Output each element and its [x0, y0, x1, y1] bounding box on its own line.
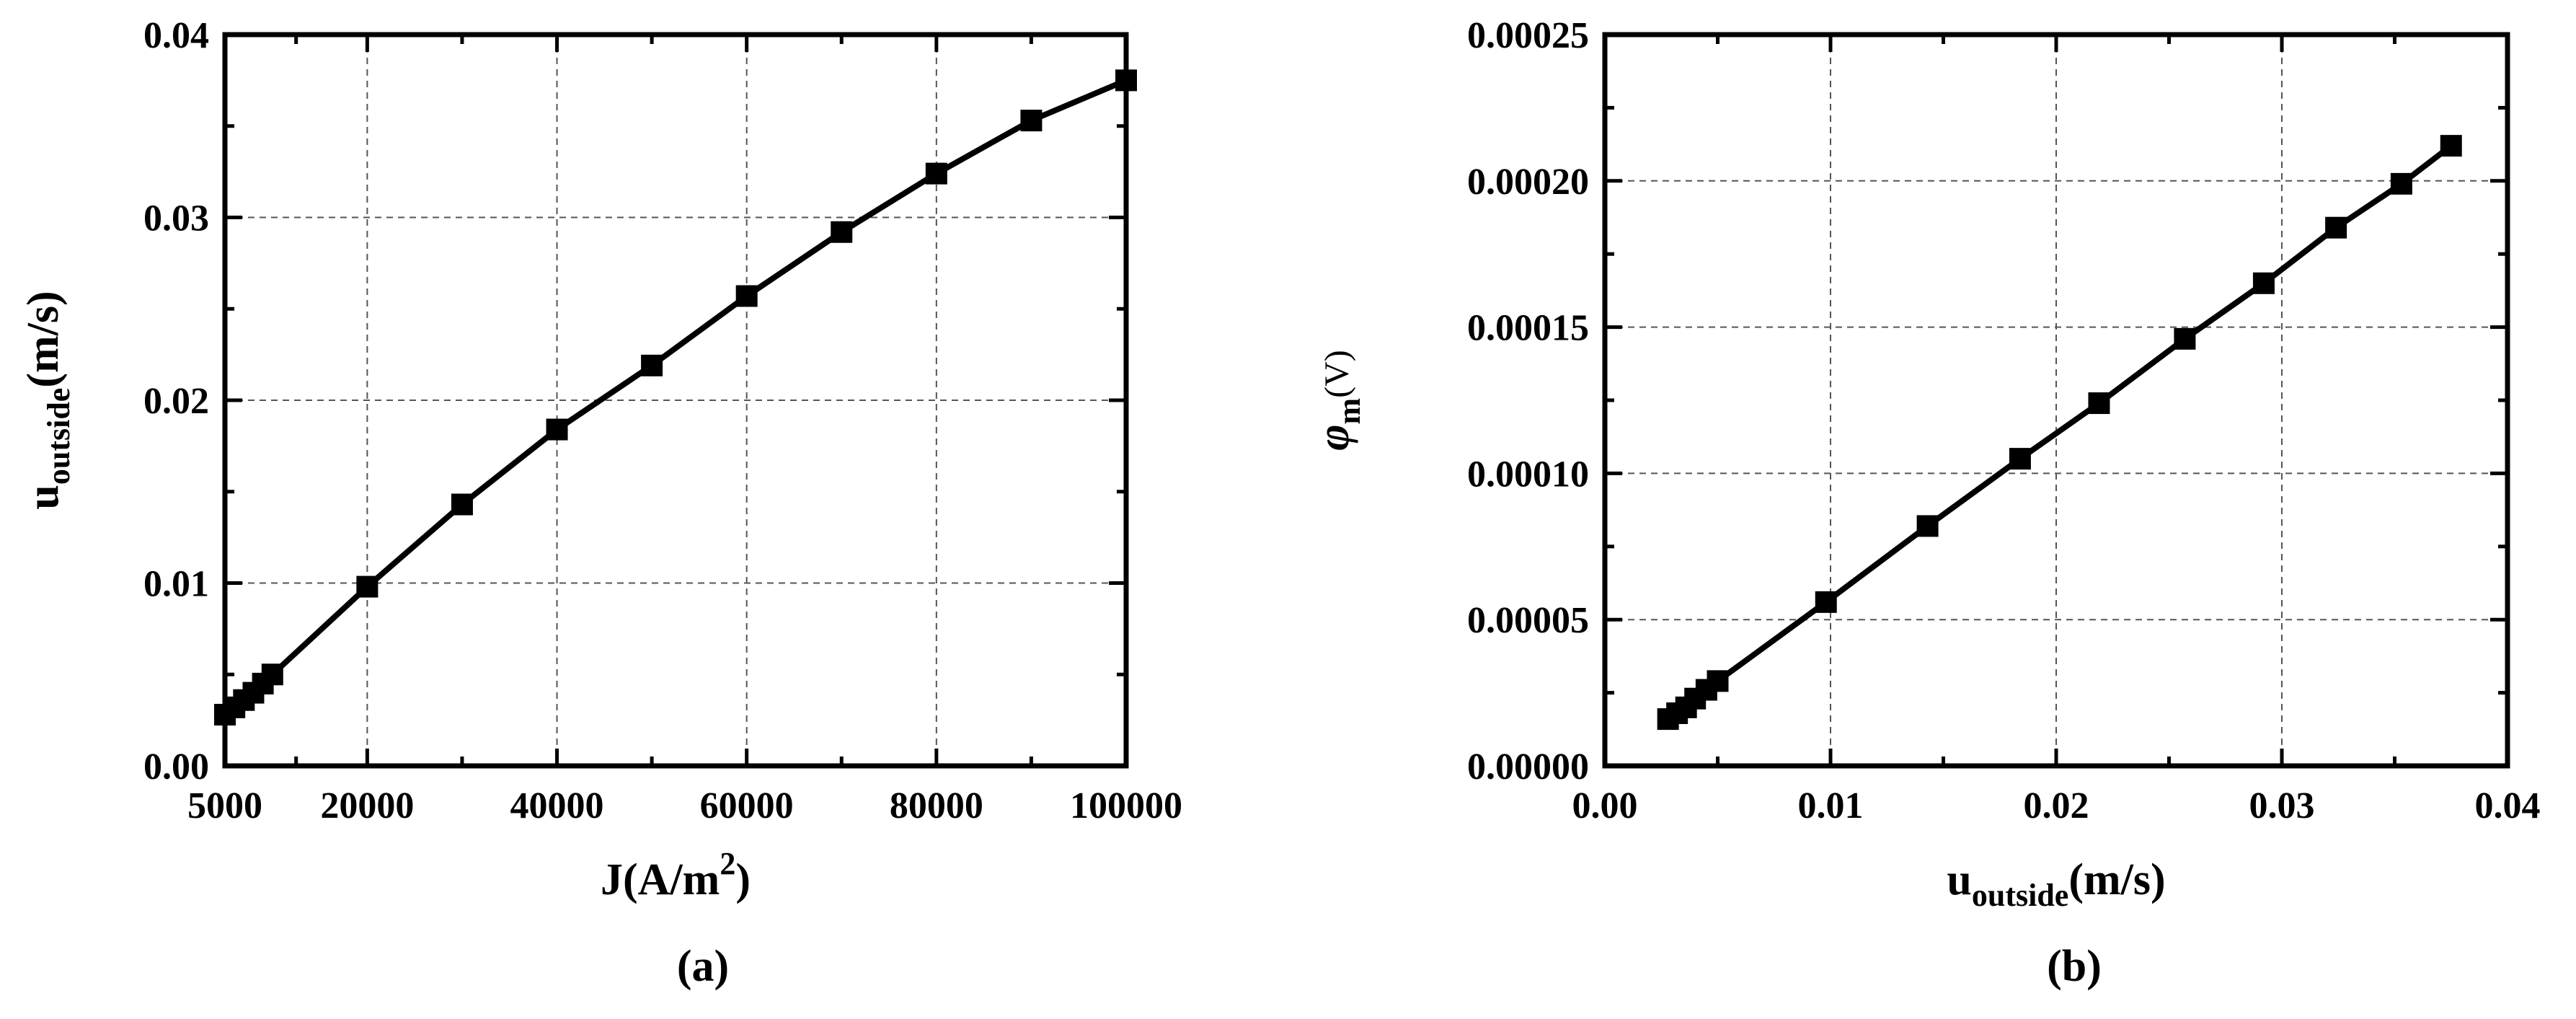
y-tick-label: 0.00020 [1467, 162, 1589, 203]
y-tick-label: 0.00005 [1467, 600, 1589, 641]
data-point [2390, 172, 2412, 195]
x-axis-label-sup: 2 [720, 846, 735, 881]
x-axis-label-main: J(A/m [601, 855, 720, 904]
x-tick-label: 0.01 [1798, 785, 1864, 826]
data-point [1815, 591, 1837, 613]
x-axis-label: J(A/m2) [601, 846, 751, 904]
data-point [451, 493, 473, 516]
y-tick-label: 0.04 [143, 15, 209, 56]
x-tick-label: 80000 [890, 785, 983, 826]
x-tick-label: 0.00 [1572, 785, 1638, 826]
y-axis-label-tail: (V) [1318, 350, 1356, 398]
y-axis-label: φm(V) [1309, 350, 1367, 451]
chart-panel-b: 0.00 0.01 0.02 0.03 0.04 0.00000 0.00005 0.0001… [1309, 15, 2541, 991]
y-axis-label: uoutside(m/s) [19, 291, 76, 509]
y-axis-label-sub: outside [41, 388, 76, 485]
data-point [356, 575, 379, 598]
data-point [831, 221, 853, 243]
y-tick-label: 0.00025 [1467, 15, 1589, 56]
data-point [2325, 216, 2347, 239]
y-tick-label: 0.03 [143, 198, 209, 239]
y-tick-label: 0.00010 [1467, 454, 1589, 495]
x-tick-label: 0.03 [2249, 785, 2315, 826]
series-line [222, 77, 1129, 718]
data-point [2088, 392, 2110, 415]
data-point [1707, 670, 1729, 692]
x-tick-label: 60000 [700, 785, 794, 826]
x-axis-label-tail: ) [735, 855, 751, 904]
data-point [641, 354, 663, 376]
x-axis-label-main: u [1947, 855, 1971, 904]
data-point [2252, 272, 2275, 294]
y-tick-label: 0.01 [143, 564, 209, 605]
y-tick-label: 0.02 [143, 381, 209, 422]
y-tick-label: 0.00015 [1467, 308, 1589, 349]
data-point [2174, 327, 2196, 350]
x-tick-label: 100000 [1070, 785, 1182, 826]
x-tick-label: 0.04 [2475, 785, 2541, 826]
x-axis-label-sub: outside [1972, 878, 2068, 913]
data-point [735, 285, 758, 307]
x-tick-label: 0.02 [2024, 785, 2089, 826]
y-tick-label: 0.00 [143, 746, 209, 788]
data-point [2009, 448, 2031, 470]
data-point [261, 663, 283, 686]
grid [225, 35, 1126, 766]
x-axis-label-tail: (m/s) [2068, 855, 2165, 904]
data-point [546, 418, 568, 441]
panel-label: (a) [677, 942, 729, 991]
x-tick-label: 5000 [187, 785, 262, 826]
x-tick-label: 40000 [510, 785, 604, 826]
data-point [2440, 135, 2462, 157]
y-tick-label: 0.00000 [1467, 746, 1589, 788]
plot-frame [222, 32, 1129, 769]
panel-label: (b) [2047, 942, 2102, 991]
x-axis-label: uoutside(m/s) [1947, 855, 2165, 913]
y-axis-label-sub: m [1332, 398, 1367, 425]
data-point [925, 162, 947, 185]
y-axis-label-tail: (m/s) [19, 291, 68, 387]
data-point [1020, 110, 1043, 132]
y-axis-label-main: u [19, 485, 68, 509]
grid [1605, 35, 2508, 766]
chart-panel-a: 5000 20000 40000 60000 80000 100000 0.00 0.01 0.… [19, 15, 1182, 991]
x-tick-label: 20000 [320, 785, 414, 826]
y-axis-label-main: φ [1309, 425, 1358, 451]
data-point [1916, 515, 1939, 537]
plot-frame [1602, 32, 2510, 769]
